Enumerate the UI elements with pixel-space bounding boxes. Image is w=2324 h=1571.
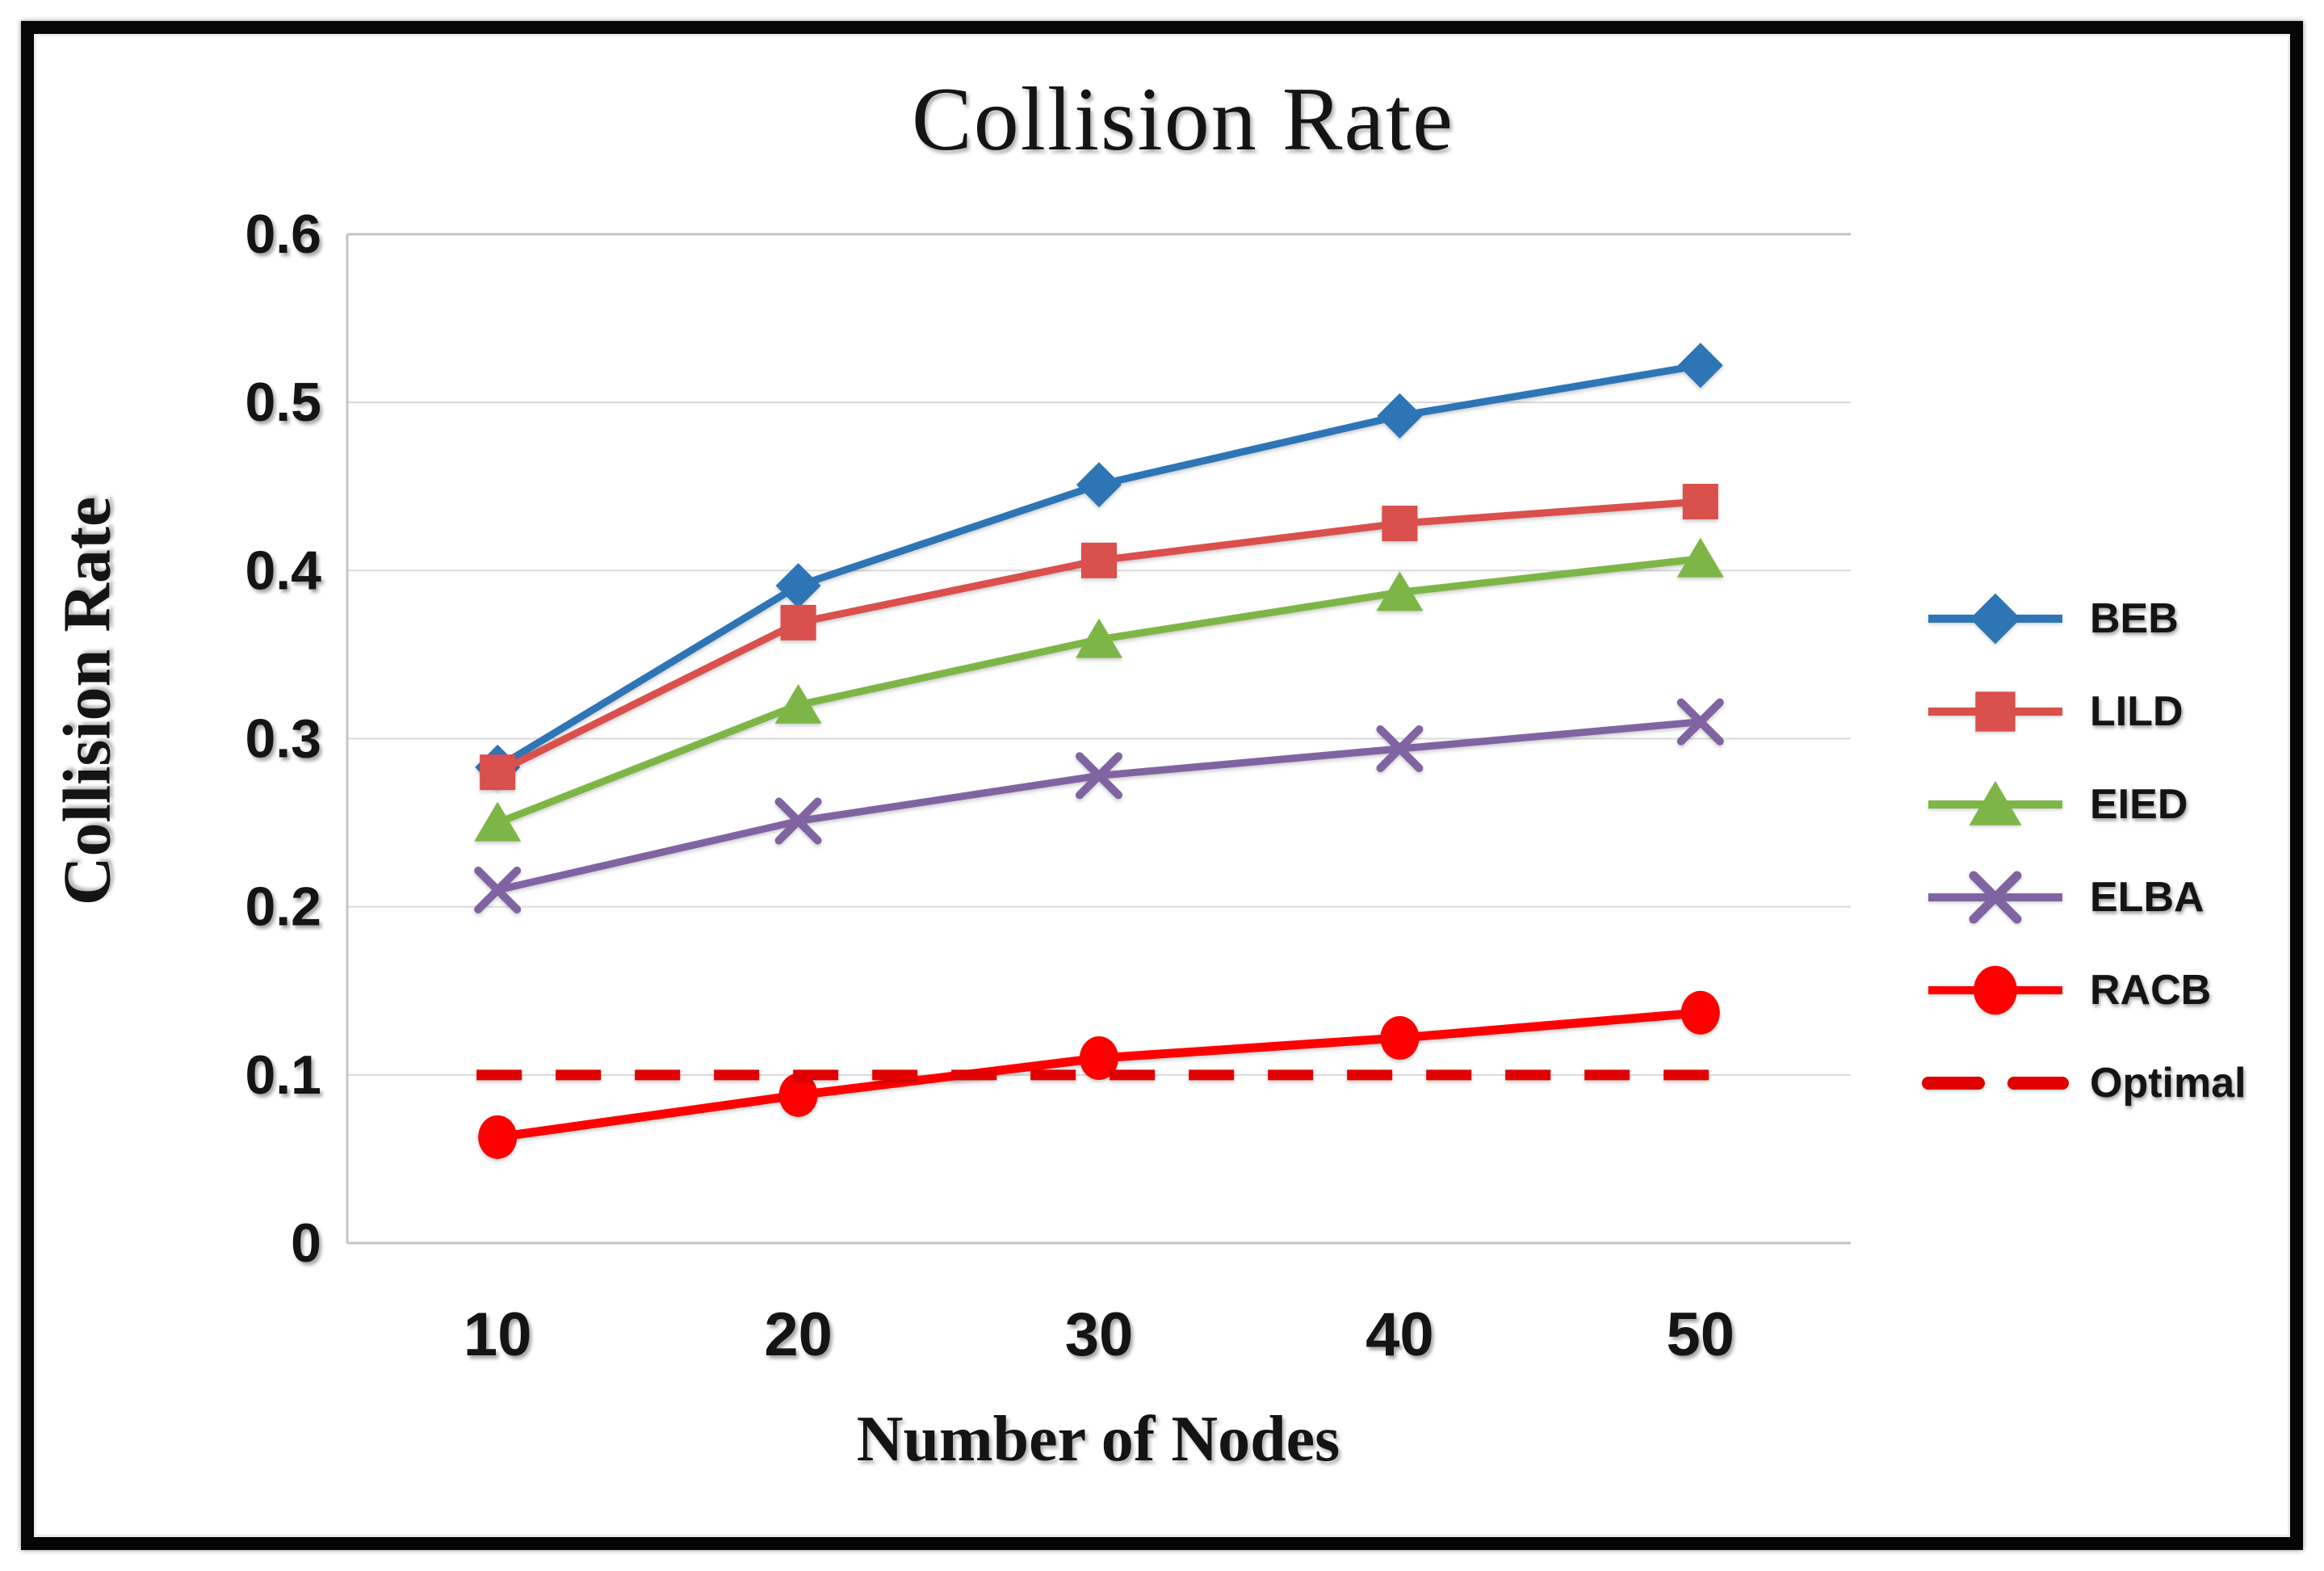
- y-tick-label: 0.3: [245, 708, 321, 770]
- x-marker: [1969, 871, 2022, 924]
- x-marker: [1376, 725, 1424, 772]
- square-marker: [1975, 691, 2016, 732]
- triangle-marker: [1076, 618, 1122, 658]
- square-marker: [1081, 542, 1117, 578]
- x-marker: [774, 797, 822, 845]
- series-line: [497, 718, 1701, 894]
- frame-inner-hairline: [34, 34, 2290, 1537]
- circle-marker: [1080, 1036, 1118, 1081]
- x-marker: [474, 866, 522, 914]
- legend-item-beb: BEB: [1928, 593, 2179, 645]
- legend-item-elba: ELBA: [1928, 871, 2204, 924]
- circle-marker: [1680, 990, 1720, 1035]
- triangle-marker: [474, 801, 522, 842]
- y-tick-label: 0.4: [245, 540, 321, 601]
- legend-item-optimal: Optimal: [1922, 1060, 2246, 1107]
- diamond-marker: [775, 563, 821, 609]
- legend-label: ELBA: [2090, 874, 2204, 921]
- circle-marker: [1974, 965, 2017, 1015]
- circle-marker: [478, 1115, 518, 1159]
- diamond-marker: [1677, 342, 1723, 389]
- legend: BEB LILD EIED ELBA RACB Optimal: [1922, 593, 2246, 1107]
- legend-item-racb: RACB: [1928, 965, 2211, 1015]
- legend-label: LILD: [2090, 688, 2183, 735]
- x-tick-label: 50: [1667, 1300, 1735, 1369]
- triangle-marker: [1676, 537, 1724, 578]
- x-axis-title: Number of Nodes: [857, 1404, 1340, 1475]
- square-marker: [780, 604, 816, 641]
- square-marker: [1382, 506, 1418, 542]
- x-tick-label: 10: [464, 1300, 532, 1369]
- x-tick-label: 20: [764, 1300, 833, 1369]
- square-marker: [1682, 483, 1718, 519]
- x-marker: [1676, 698, 1724, 746]
- diamond-marker: [1970, 593, 2021, 645]
- legend-item-eied: EIED: [1928, 780, 2188, 828]
- circle-marker: [1380, 1016, 1420, 1061]
- chart-title: Collision Rate: [912, 69, 1454, 170]
- series-elba: [474, 698, 1724, 914]
- y-tick-label: 0.1: [245, 1044, 321, 1106]
- square-marker: [480, 754, 516, 791]
- series-line: [496, 555, 1701, 826]
- x-marker: [1076, 752, 1122, 800]
- legend-label: RACB: [2090, 967, 2211, 1014]
- series-eied: [474, 537, 1724, 842]
- y-tick-label: 0.5: [245, 372, 321, 433]
- triangle-marker: [774, 683, 822, 724]
- legend-label: EIED: [2090, 781, 2188, 828]
- legend-label: Optimal: [2090, 1060, 2246, 1107]
- y-tick-label: 0: [291, 1212, 321, 1274]
- series-racb: [478, 990, 1720, 1159]
- y-axis-title: Collision Rate: [50, 497, 125, 905]
- legend-label: BEB: [2090, 595, 2179, 642]
- triangle-marker: [1969, 780, 2022, 825]
- x-tick-label: 30: [1065, 1300, 1134, 1369]
- axis-tick-labels: 0 0.1 0.2 0.3 0.4 0.5 0.6 10 20 30 40 50: [245, 204, 1735, 1369]
- diamond-marker: [1076, 462, 1122, 508]
- circle-marker: [778, 1073, 818, 1117]
- data-series-layer: [474, 342, 1724, 1159]
- y-tick-label: 0.2: [245, 876, 321, 938]
- y-tick-label: 0.6: [245, 204, 321, 265]
- series-lild: [480, 483, 1718, 791]
- triangle-marker: [1376, 571, 1424, 611]
- outer-black-frame: [21, 21, 2303, 1550]
- legend-item-lild: LILD: [1928, 688, 2183, 735]
- x-tick-label: 40: [1365, 1300, 1434, 1369]
- diamond-marker: [1377, 393, 1423, 439]
